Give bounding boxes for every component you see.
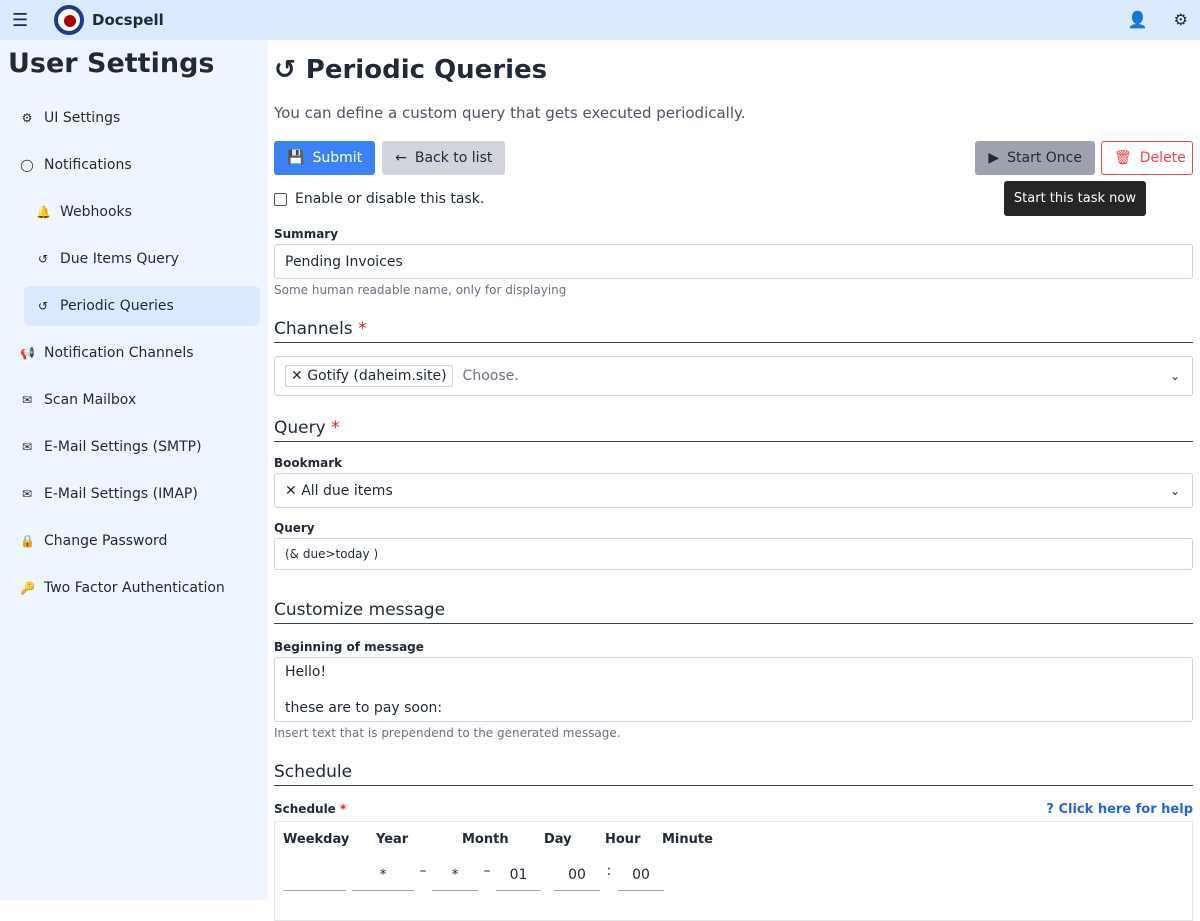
- schedule-label: Schedule: [274, 802, 336, 816]
- sidebar-item-icon: 🔔: [36, 205, 51, 219]
- weekday-input[interactable]: [283, 863, 346, 891]
- app-name: Docspell: [92, 11, 164, 29]
- customize-heading: Customize message: [274, 600, 1193, 624]
- sidebar-item-e-mail-settings-imap[interactable]: ✉ E-Mail Settings (IMAP): [12, 474, 260, 514]
- sidebar-item-label: UI Settings: [44, 110, 121, 126]
- start-once-button[interactable]: ▶ Start Once: [975, 141, 1095, 175]
- enable-checkbox[interactable]: Enable or disable this task.: [274, 191, 1193, 207]
- back-label: Back to list: [414, 150, 493, 166]
- day-header: Day: [544, 832, 572, 847]
- save-icon: 💾: [287, 150, 305, 166]
- hour-header: Hour: [605, 832, 641, 847]
- sidebar-item-label: E-Mail Settings (SMTP): [44, 439, 202, 455]
- minute-input[interactable]: 00: [618, 863, 664, 891]
- sidebar-item-label: E-Mail Settings (IMAP): [44, 486, 198, 502]
- sidebar-item-webhooks[interactable]: 🔔 Webhooks: [24, 192, 260, 232]
- channel-tag[interactable]: ✕ Gotify (daheim.site): [285, 365, 453, 387]
- year-input[interactable]: *: [352, 863, 414, 891]
- sidebar-item-e-mail-settings-smtp[interactable]: ✉ E-Mail Settings (SMTP): [12, 427, 260, 467]
- sidebar-item-two-factor-authentication[interactable]: 🔑 Two Factor Authentication: [12, 568, 260, 608]
- sidebar-item-icon: 🔑: [20, 581, 35, 595]
- sidebar-item-notifications[interactable]: ◯ Notifications: [12, 145, 260, 185]
- delete-button[interactable]: 🗑 Delete: [1101, 141, 1193, 175]
- message-label: Beginning of message: [274, 640, 424, 654]
- sidebar-item-icon: ✉: [21, 440, 33, 454]
- summary-input[interactable]: Pending Invoices: [274, 244, 1193, 279]
- page-title: Periodic Queries: [305, 55, 548, 85]
- channels-heading: Channels: [274, 319, 353, 339]
- month-header: Month: [462, 832, 509, 847]
- enable-label: Enable or disable this task.: [295, 191, 485, 207]
- help-link-label: Click here for help: [1058, 802, 1193, 817]
- channels-placeholder: Choose.: [462, 368, 519, 384]
- menu-icon[interactable]: ☰: [12, 9, 29, 31]
- sidebar-item-ui-settings[interactable]: ⚙ UI Settings: [12, 98, 260, 138]
- main-content: ↺ Periodic Queries You can define a custo…: [274, 40, 1193, 921]
- play-icon: ▶: [988, 150, 1000, 166]
- query-label: Query: [274, 521, 315, 535]
- help-link[interactable]: ? Click here for help: [1046, 802, 1193, 817]
- chevron-down-icon[interactable]: ⌄: [1169, 483, 1180, 498]
- query-heading: Query: [274, 418, 326, 438]
- bookmark-select[interactable]: ✕ All due items ⌄: [274, 473, 1193, 508]
- sidebar-item-notification-channels[interactable]: 📢 Notification Channels: [12, 333, 260, 373]
- query-input[interactable]: (& due>today ): [274, 538, 1193, 570]
- clear-icon[interactable]: ✕: [285, 482, 302, 499]
- sidebar-item-icon: ✉: [21, 393, 33, 407]
- schedule-heading: Schedule: [274, 762, 1193, 786]
- message-textarea[interactable]: Hello! these are to pay soon:: [274, 657, 1193, 722]
- sidebar-item-label: Webhooks: [60, 204, 132, 220]
- delete-label: Delete: [1139, 150, 1186, 166]
- day-input[interactable]: 01: [496, 863, 541, 891]
- sidebar-item-label: Due Items Query: [60, 251, 179, 267]
- sidebar-title: User Settings: [8, 48, 215, 79]
- schedule-editor: Weekday Year Month Day Hour Minute * – *…: [274, 821, 1193, 921]
- year-header: Year: [376, 832, 409, 847]
- back-to-list-button[interactable]: ← Back to list: [382, 141, 506, 175]
- chevron-down-icon[interactable]: ⌄: [1169, 369, 1180, 383]
- sidebar-item-icon: ⚙: [21, 111, 33, 125]
- sidebar-item-label: Change Password: [44, 533, 168, 549]
- bookmark-value: All due items: [301, 482, 393, 499]
- user-icon[interactable]: 👤: [1127, 10, 1148, 29]
- sidebar-item-label: Notification Channels: [44, 345, 194, 361]
- docspell-logo[interactable]: [54, 5, 84, 35]
- sidebar-item-icon: 📢: [20, 346, 35, 360]
- sidebar-item-icon: ◯: [20, 158, 34, 172]
- sidebar: User Settings ⚙ UI Settings ◯ Notifications…: [0, 40, 268, 900]
- sidebar-item-due-items-query[interactable]: ↺ Due Items Query: [24, 239, 260, 279]
- sidebar-item-icon: ✉: [21, 487, 33, 501]
- checkbox[interactable]: [274, 192, 287, 206]
- sidebar-item-scan-mailbox[interactable]: ✉ Scan Mailbox: [12, 380, 260, 420]
- settings-icon[interactable]: ⚙: [1173, 10, 1188, 29]
- weekday-header: Weekday: [283, 832, 350, 847]
- message-hint: Insert text that is prependend to the ge…: [274, 726, 621, 740]
- sidebar-item-change-password[interactable]: 🔒 Change Password: [12, 521, 260, 561]
- minute-header: Minute: [662, 832, 713, 847]
- start-once-label: Start Once: [1007, 150, 1082, 166]
- channel-tag-label: Gotify (daheim.site): [307, 368, 447, 384]
- submit-label: Submit: [312, 150, 363, 166]
- top-bar: ☰ Docspell 👤 ⚙: [0, 0, 1200, 40]
- hour-input[interactable]: 00: [554, 863, 600, 891]
- sidebar-item-label: Two Factor Authentication: [44, 580, 225, 596]
- sidebar-item-label: Notifications: [44, 157, 132, 173]
- arrow-left-icon: ←: [395, 150, 407, 166]
- sidebar-item-periodic-queries[interactable]: ↺ Periodic Queries: [24, 286, 260, 326]
- sidebar-item-label: Scan Mailbox: [44, 392, 137, 408]
- tooltip: Start this task now: [1003, 181, 1146, 216]
- sidebar-item-icon: ↺: [37, 252, 49, 266]
- sidebar-item-label: Periodic Queries: [60, 298, 174, 314]
- page-description: You can define a custom query that gets …: [274, 104, 746, 122]
- history-icon: ↺: [274, 55, 296, 85]
- sidebar-item-icon: 🔒: [20, 534, 35, 548]
- trash-icon: 🗑: [1114, 150, 1132, 166]
- month-input[interactable]: *: [432, 863, 478, 891]
- sidebar-item-icon: ↺: [37, 299, 49, 313]
- summary-hint: Some human readable name, only for displ…: [274, 283, 567, 297]
- submit-button[interactable]: 💾 Submit: [274, 141, 376, 175]
- summary-label: Summary: [274, 227, 339, 241]
- channels-select[interactable]: ✕ Gotify (daheim.site) Choose. ⌄: [274, 356, 1193, 396]
- bookmark-label: Bookmark: [274, 456, 343, 470]
